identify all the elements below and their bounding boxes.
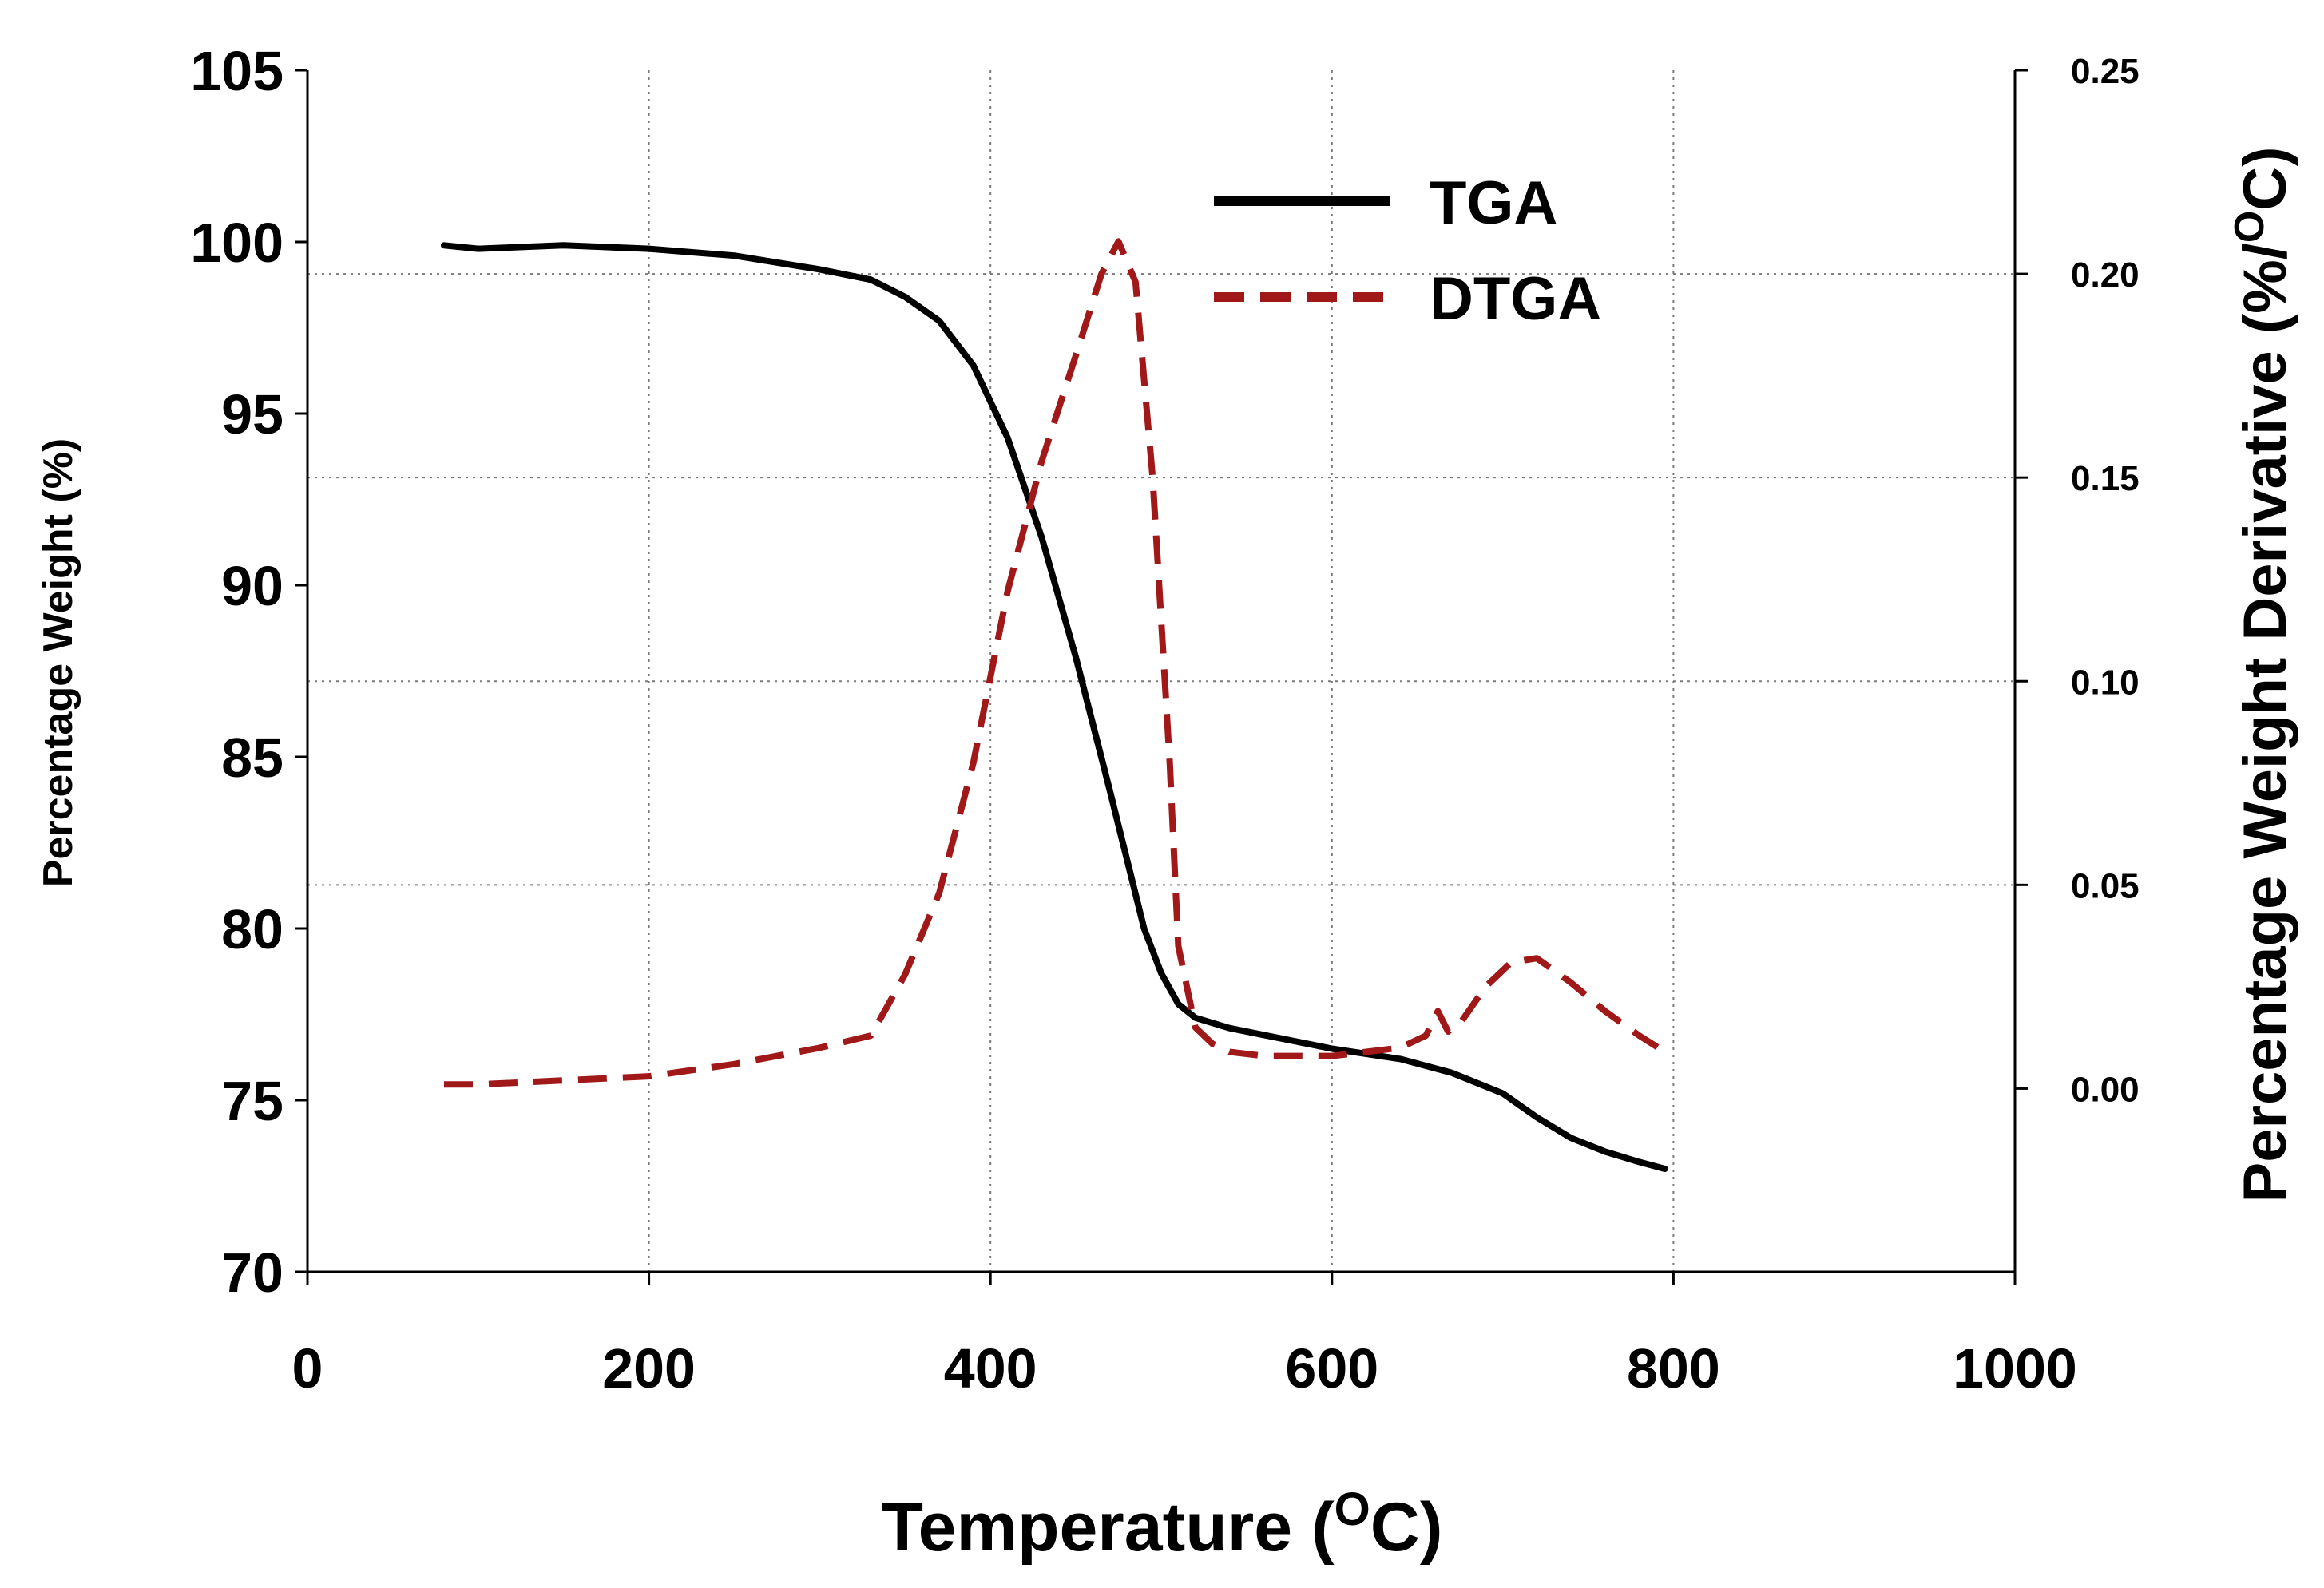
x-axis-title: Temperature (OC) [882,1483,1443,1566]
y-tick-label-95: 95 [221,383,284,446]
y-tick-label-80: 80 [221,898,284,960]
y2-tick-label-0.10: 0.10 [2071,663,2140,702]
legend-label-dtga: DTGA [1430,265,1601,333]
y2-tick-label-0.20: 0.20 [2071,255,2140,295]
y-tick-label-105: 105 [190,40,284,102]
y2-axis-title-sup: O [2227,211,2273,243]
y2-axis-title-main: Percentage Weight Derivative (%/ [2231,243,2299,1202]
tick-labels-layer: 0 200 400 600 800 1000 70 75 80 85 90 95 100 105 0.00 0… [190,40,2139,1400]
y2-tick-label-0.05: 0.05 [2071,866,2140,905]
axes-layer [295,69,2028,1285]
y2-tick-label-0.00: 0.00 [2071,1070,2140,1109]
y-tick-label-70: 70 [221,1241,284,1304]
y-axis-title-left: Percentage Weight (%) [35,438,81,887]
y-tick-label-75: 75 [221,1070,284,1132]
series-line-dtga [444,238,1667,1088]
series-layer [441,238,1668,1172]
y2-axis-title-suffix: C) [2231,147,2299,211]
x-tick-label-600: 600 [1285,1337,1378,1400]
x-axis-title-sup: O [1335,1483,1370,1535]
legend-label-tga: TGA [1430,169,1557,237]
y-axis-title-right: Percentage Weight Derivative (%/OC) [2227,147,2299,1203]
x-tick-label-1000: 1000 [1953,1337,2077,1400]
y-tick-label-85: 85 [221,727,284,789]
x-tick-label-200: 200 [602,1337,696,1400]
y-tick-label-100: 100 [190,212,284,274]
x-tick-label-0: 0 [292,1337,323,1400]
x-axis-title-suffix: C) [1370,1489,1443,1566]
y2-tick-label-0.25: 0.25 [2071,52,2140,91]
series-line-tga [441,242,1668,1172]
x-tick-label-400: 400 [944,1337,1037,1400]
legend: TGA DTGA [1214,169,1601,333]
y2-tick-label-0.15: 0.15 [2071,459,2140,498]
x-axis-title-main: Temperature ( [882,1489,1335,1566]
x-tick-label-800: 800 [1627,1337,1720,1400]
y-tick-label-90: 90 [221,555,284,617]
